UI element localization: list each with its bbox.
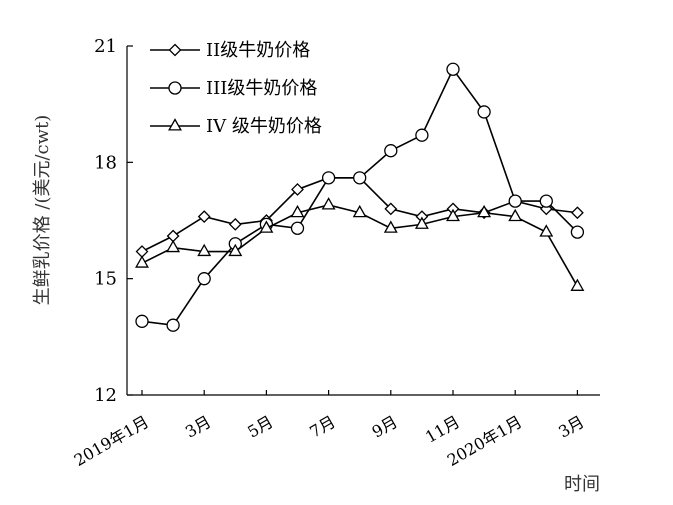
triangle-marker bbox=[228, 243, 243, 257]
series-layer bbox=[135, 62, 585, 332]
x-axis-title: 时间 bbox=[564, 474, 600, 495]
triangle-marker bbox=[570, 278, 585, 291]
diamond-marker bbox=[570, 206, 584, 220]
circle-marker bbox=[197, 272, 211, 286]
y-tick-label: 21 bbox=[94, 36, 117, 57]
legend-entry: IV 级牛奶价格 bbox=[150, 116, 322, 137]
x-tick-label: 5月 bbox=[244, 412, 276, 442]
circle-marker bbox=[477, 105, 491, 119]
circle-marker bbox=[166, 318, 180, 332]
triangle-marker bbox=[168, 118, 182, 131]
circle-marker bbox=[539, 194, 553, 208]
legend-entry: II级牛奶价格 bbox=[150, 40, 310, 61]
triangle-marker bbox=[477, 204, 492, 218]
y-axis-title: 生鲜乳价格 /(美元/cwt) bbox=[32, 115, 53, 306]
circle-marker bbox=[290, 221, 305, 235]
triangle-marker bbox=[414, 216, 429, 229]
legend-entry: III级牛奶价格 bbox=[150, 78, 317, 99]
diamond-marker bbox=[384, 202, 398, 216]
triangle-marker bbox=[508, 208, 523, 222]
legend-label: III级牛奶价格 bbox=[206, 78, 317, 99]
series-3 bbox=[135, 197, 585, 291]
x-tick-label: 11月 bbox=[422, 412, 463, 447]
triangle-marker bbox=[290, 204, 305, 218]
diamond-marker bbox=[197, 210, 211, 224]
y-tick-label: 15 bbox=[94, 269, 117, 290]
legend-label: II级牛奶价格 bbox=[206, 40, 310, 61]
diamond-marker bbox=[168, 43, 182, 57]
diamond-marker bbox=[228, 217, 242, 231]
diamond-marker bbox=[291, 183, 304, 196]
triangle-marker bbox=[352, 204, 367, 218]
circle-marker bbox=[446, 62, 460, 76]
legend: II级牛奶价格 III级牛奶价格 IV 级牛奶价格 bbox=[150, 40, 322, 137]
circle-marker bbox=[135, 314, 149, 328]
series-2 bbox=[135, 62, 585, 332]
triangle-marker bbox=[446, 208, 460, 222]
triangle-marker bbox=[383, 220, 398, 233]
x-tick-label: 7月 bbox=[306, 412, 338, 442]
circle-marker bbox=[321, 171, 336, 185]
circle-marker bbox=[570, 225, 585, 239]
triangle-marker bbox=[539, 224, 554, 237]
x-tick-label: 9月 bbox=[369, 412, 401, 442]
circle-marker bbox=[353, 171, 367, 185]
x-tick-label: 2019年1月 bbox=[71, 412, 152, 470]
y-tick-label: 12 bbox=[94, 385, 117, 406]
triangle-marker bbox=[197, 243, 212, 257]
circle-marker bbox=[415, 128, 429, 142]
triangle-marker bbox=[135, 255, 149, 268]
circle-marker bbox=[508, 194, 522, 208]
triangle-marker bbox=[321, 197, 336, 210]
x-tick-label: 3月 bbox=[182, 412, 214, 442]
circle-marker bbox=[384, 144, 398, 158]
x-tick-label: 3月 bbox=[555, 412, 587, 442]
triangle-marker bbox=[259, 220, 274, 233]
y-tick-label: 18 bbox=[94, 152, 117, 173]
legend-label: IV 级牛奶价格 bbox=[206, 116, 322, 137]
triangle-marker bbox=[166, 239, 181, 253]
circle-marker bbox=[168, 81, 182, 95]
